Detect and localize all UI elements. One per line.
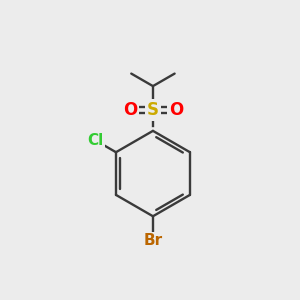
Text: O: O (123, 101, 137, 119)
Text: Br: Br (143, 233, 163, 248)
Text: O: O (169, 101, 183, 119)
Text: Cl: Cl (87, 133, 104, 148)
Text: S: S (147, 101, 159, 119)
